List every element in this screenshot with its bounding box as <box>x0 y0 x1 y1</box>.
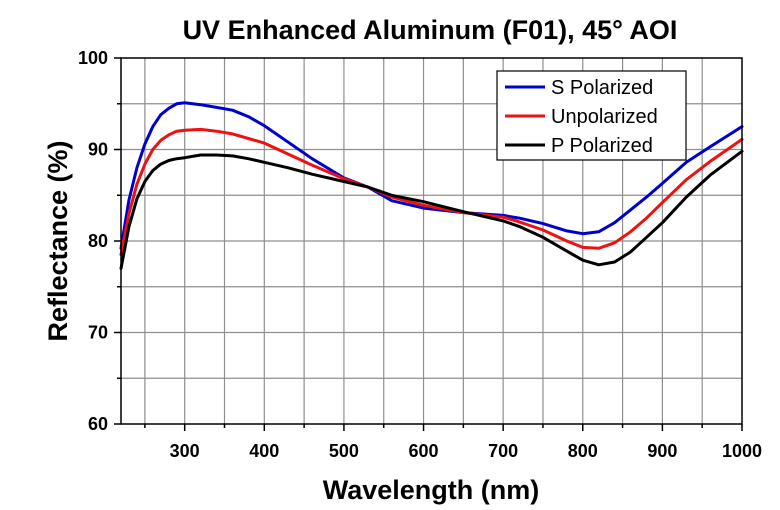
y-tick-label: 90 <box>88 140 108 160</box>
x-tick-label: 400 <box>249 441 279 461</box>
x-tick-label: 1000 <box>722 441 762 461</box>
x-tick-label: 600 <box>409 441 439 461</box>
legend-label-unpolarized: Unpolarized <box>551 106 658 128</box>
legend: S Polarized Unpolarized P Polarized <box>496 70 687 161</box>
legend-label-p-polarized: P Polarized <box>551 135 653 157</box>
axis-ticks <box>114 57 743 431</box>
series-group <box>119 101 744 270</box>
x-tick-label: 700 <box>488 441 518 461</box>
x-tick-label: 900 <box>647 441 677 461</box>
x-tick-label: 800 <box>568 441 598 461</box>
x-axis-label: Wavelength (nm) <box>323 475 540 505</box>
x-tick-labels: 300 400 500 600 700 800 900 1000 <box>170 441 762 461</box>
y-tick-label: 100 <box>78 48 108 68</box>
chart-title: UV Enhanced Aluminum (F01), 45° AOI <box>183 15 678 45</box>
y-tick-label: 70 <box>88 323 108 343</box>
y-tick-labels: 60 70 80 90 100 <box>78 48 108 434</box>
y-tick-label: 80 <box>88 231 108 251</box>
series-line-p-polarized <box>119 149 744 270</box>
y-axis-label: Reflectance (%) <box>43 140 73 341</box>
y-tick-label: 60 <box>88 414 108 434</box>
x-tick-label: 500 <box>329 441 359 461</box>
x-tick-label: 300 <box>170 441 200 461</box>
legend-label-s-polarized: S Polarized <box>551 77 653 99</box>
